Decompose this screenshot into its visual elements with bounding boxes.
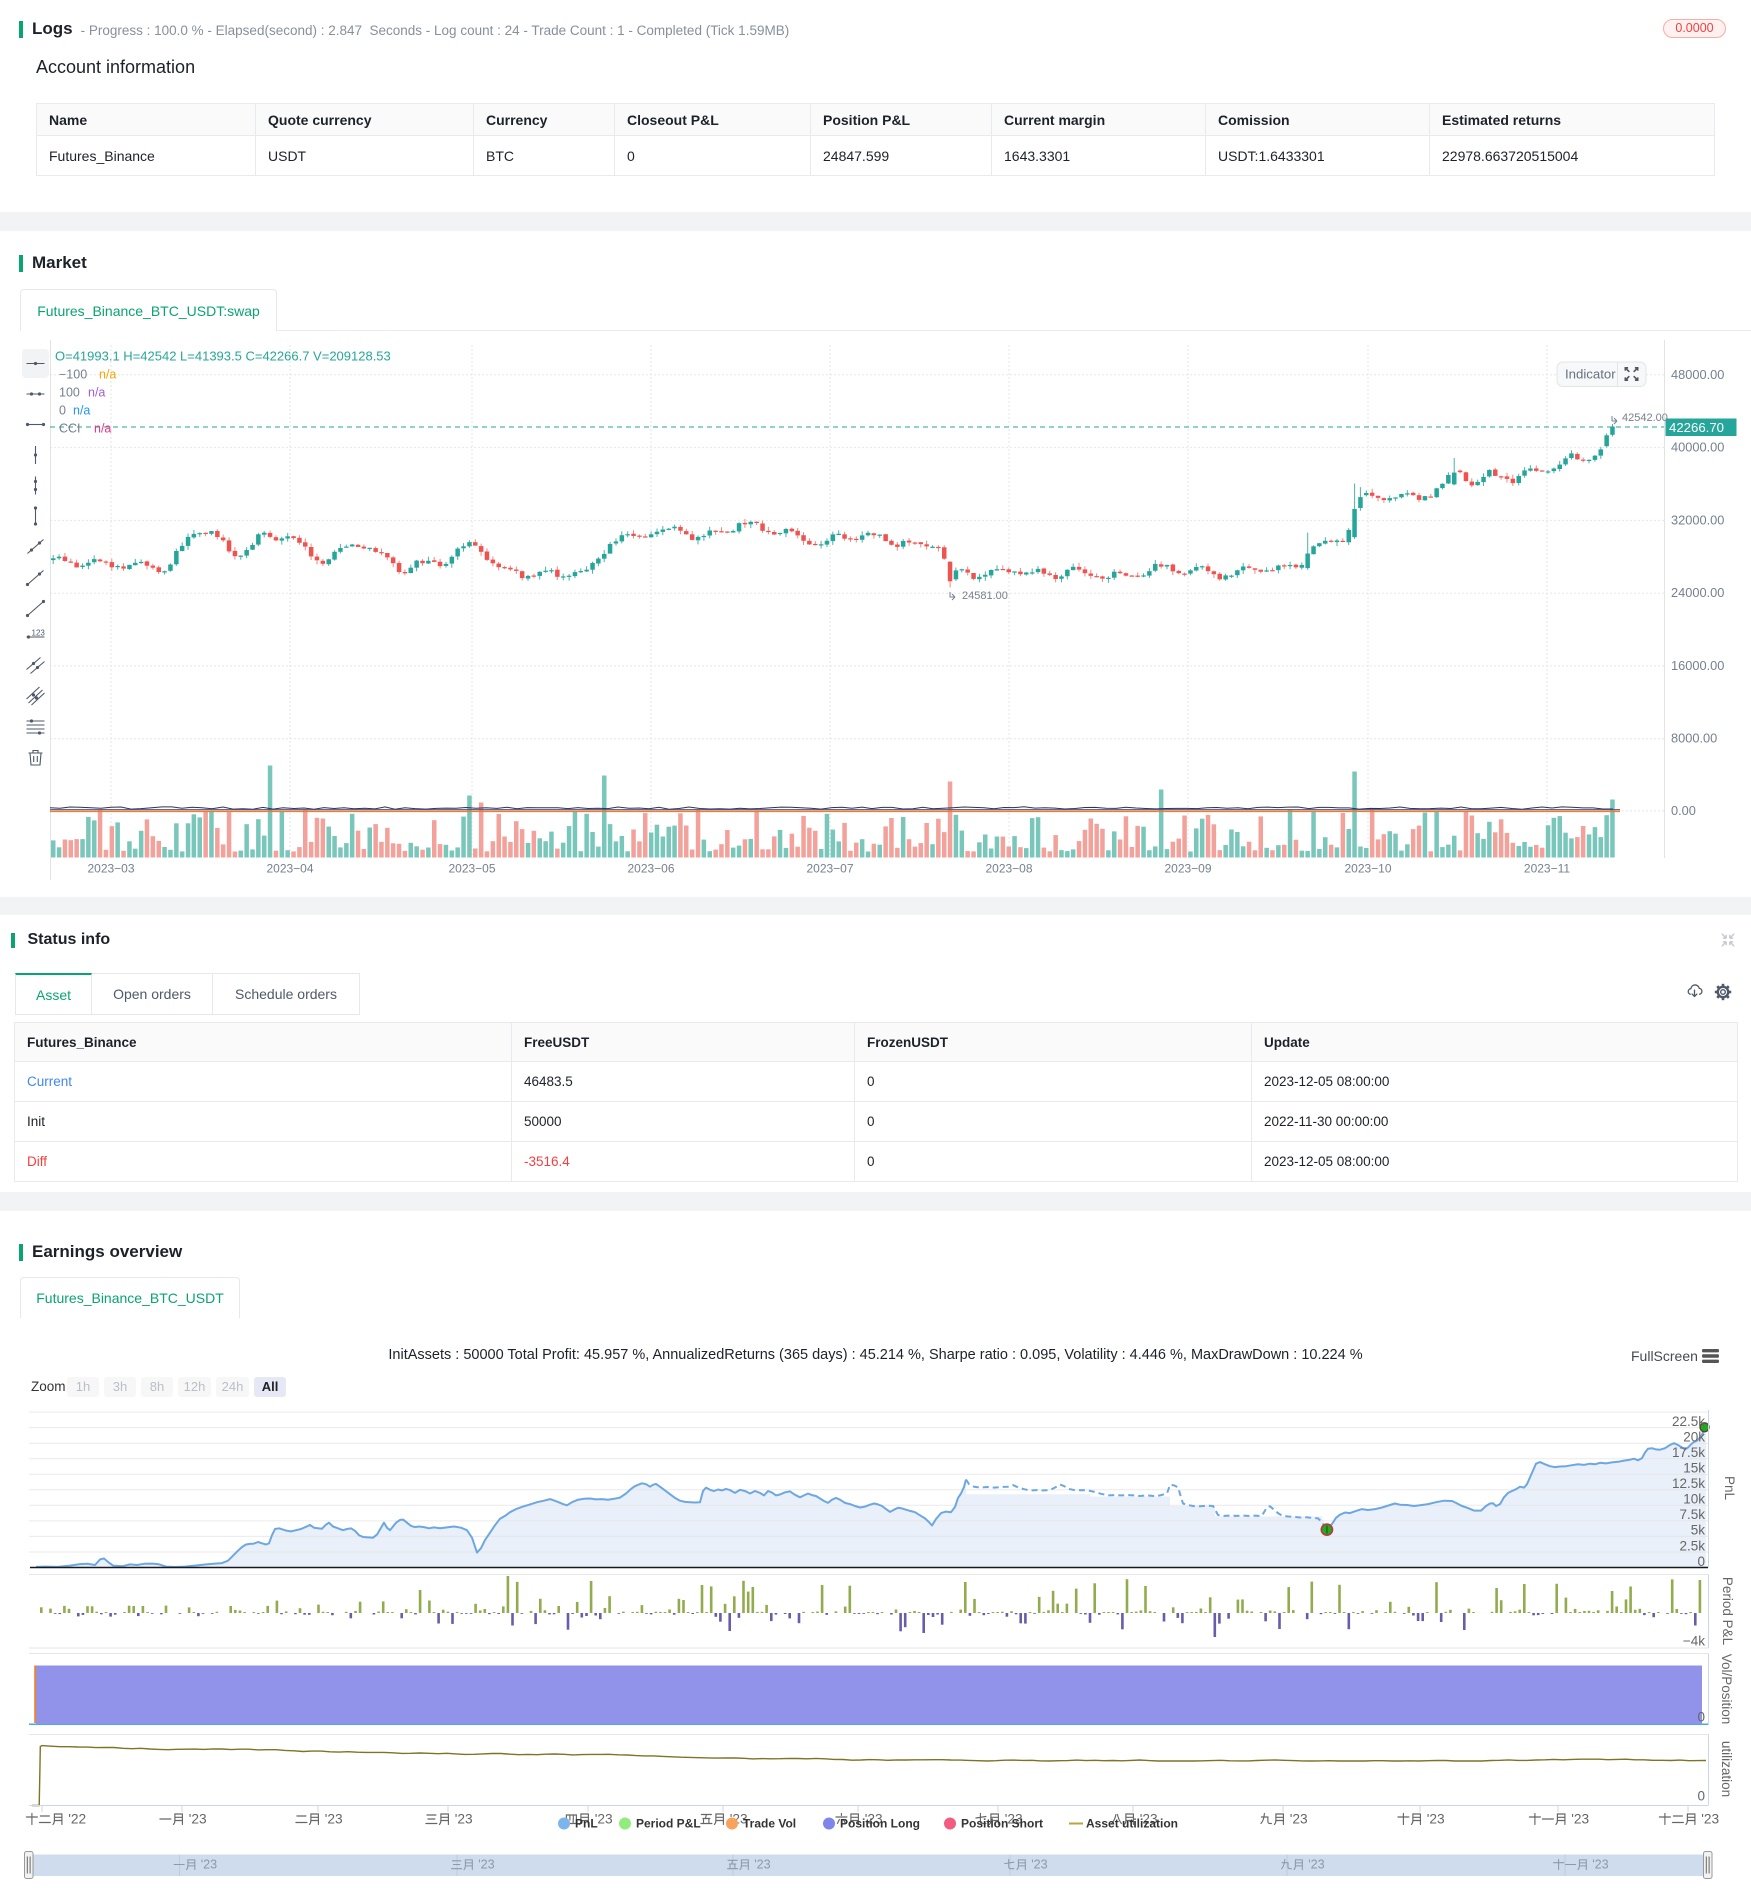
svg-text:PnL: PnL: [575, 1817, 598, 1831]
svg-text:2023−07: 2023−07: [806, 862, 853, 876]
svg-text:n/a: n/a: [99, 368, 116, 382]
svg-text:'23: '23: [325, 1812, 343, 1827]
svg-text:'23: '23: [1571, 1812, 1589, 1827]
svg-text:42266.70: 42266.70: [1669, 420, 1724, 435]
svg-text:utilization: utilization: [1719, 1741, 1734, 1797]
svg-text:2023−06: 2023−06: [627, 862, 674, 876]
svg-text:2.5k: 2.5k: [1679, 1538, 1705, 1553]
svg-text:'23: '23: [1427, 1812, 1445, 1827]
svg-text:48000.00: 48000.00: [1671, 367, 1724, 382]
svg-text:'22: '22: [68, 1812, 86, 1827]
svg-text:Position Short: Position Short: [961, 1817, 1043, 1831]
svg-text:'23: '23: [1290, 1812, 1308, 1827]
svg-text:n/a: n/a: [88, 386, 105, 400]
svg-text:'23: '23: [1005, 1812, 1023, 1827]
svg-text:0: 0: [1697, 1710, 1705, 1725]
svg-text:2023−04: 2023−04: [266, 862, 313, 876]
svg-text:O=41993.1 H=42542 L=41393.5 C=: O=41993.1 H=42542 L=41393.5 C=42266.7 V=…: [55, 349, 391, 364]
svg-text:2023−11: 2023−11: [1524, 862, 1570, 876]
svg-text:'23: '23: [865, 1812, 883, 1827]
svg-text:2023−05: 2023−05: [448, 862, 495, 876]
svg-text:n/a: n/a: [94, 422, 111, 436]
svg-text:'23: '23: [754, 1858, 770, 1872]
svg-text:Trade Vol: Trade Vol: [743, 1817, 796, 1831]
svg-text:2023−09: 2023−09: [1164, 862, 1211, 876]
svg-text:'23: '23: [201, 1858, 217, 1872]
svg-text:Indicator: Indicator: [1565, 367, 1616, 382]
svg-text:100: 100: [59, 386, 80, 400]
svg-text:24000.00: 24000.00: [1671, 585, 1724, 600]
svg-text:'23: '23: [478, 1858, 494, 1872]
svg-text:0: 0: [1697, 1554, 1705, 1569]
svg-text:'23: '23: [1308, 1858, 1324, 1872]
svg-text:'23: '23: [1592, 1858, 1608, 1872]
svg-text:22.5k: 22.5k: [1672, 1414, 1705, 1429]
svg-text:0: 0: [1697, 1789, 1705, 1804]
svg-text:12.5k: 12.5k: [1672, 1476, 1705, 1491]
svg-text:Position Long: Position Long: [840, 1817, 920, 1831]
svg-text:Period P&L: Period P&L: [1720, 1577, 1735, 1646]
svg-text:16000.00: 16000.00: [1671, 658, 1724, 673]
svg-text:15k: 15k: [1683, 1461, 1705, 1476]
svg-text:0: 0: [59, 404, 66, 418]
svg-text:40000.00: 40000.00: [1671, 440, 1724, 455]
svg-text:7.5k: 7.5k: [1679, 1507, 1705, 1522]
svg-text:'23: '23: [455, 1812, 473, 1827]
svg-text:2023−08: 2023−08: [985, 862, 1032, 876]
svg-text:17.5k: 17.5k: [1672, 1445, 1705, 1460]
svg-text:Vol/Position: Vol/Position: [1719, 1654, 1734, 1725]
svg-text:−4k: −4k: [1683, 1634, 1705, 1649]
svg-text:PnL: PnL: [1722, 1476, 1737, 1501]
svg-text:'23: '23: [1031, 1858, 1047, 1872]
svg-text:8000.00: 8000.00: [1671, 731, 1717, 746]
svg-text:'23: '23: [1140, 1812, 1158, 1827]
svg-text:'23: '23: [189, 1812, 207, 1827]
svg-text:24581.00: 24581.00: [962, 590, 1008, 602]
svg-text:0.00: 0.00: [1671, 803, 1696, 818]
svg-text:'23: '23: [1701, 1812, 1719, 1827]
svg-text:32000.00: 32000.00: [1671, 512, 1724, 527]
svg-text:Asset utilization: Asset utilization: [1086, 1817, 1178, 1831]
svg-text:2023−10: 2023−10: [1344, 862, 1391, 876]
svg-text:CCI: CCI: [59, 422, 81, 436]
svg-text:10k: 10k: [1683, 1492, 1705, 1507]
svg-text:42542.00: 42542.00: [1622, 412, 1668, 424]
svg-text:n/a: n/a: [73, 404, 90, 418]
svg-text:−100: −100: [59, 368, 87, 382]
svg-text:20k: 20k: [1683, 1430, 1705, 1445]
svg-text:123: 123: [32, 629, 46, 638]
svg-text:5k: 5k: [1691, 1523, 1706, 1538]
svg-text:2023−03: 2023−03: [87, 862, 134, 876]
svg-text:Period P&L: Period P&L: [636, 1817, 701, 1831]
svg-text:'23: '23: [595, 1812, 613, 1827]
